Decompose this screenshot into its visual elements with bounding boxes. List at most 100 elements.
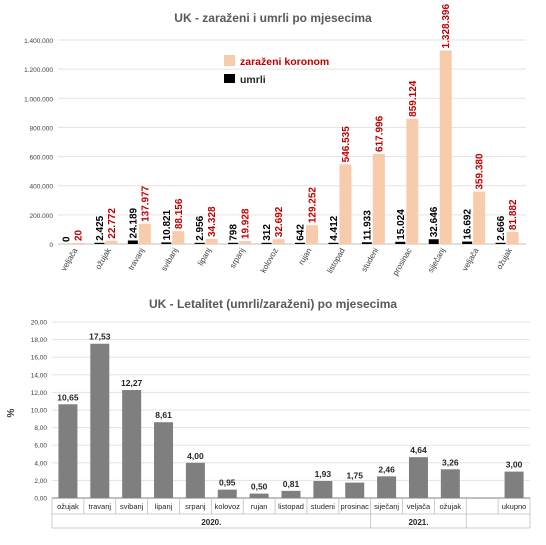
infected-bar: [506, 232, 519, 244]
fatality-bar: [504, 471, 524, 498]
deaths-bar: [462, 241, 473, 244]
infected-bar: [406, 118, 419, 244]
x-category-label: veljača: [460, 246, 481, 273]
x-category-label: ožujak: [495, 246, 515, 271]
x-category-label: listopad: [325, 247, 347, 275]
x-category-label: ožujak: [57, 502, 79, 511]
year-group-label: 2020.: [201, 518, 221, 527]
y-tick-label: 600.000: [30, 155, 54, 162]
infected-bar: [239, 241, 252, 244]
fatality-bar: [345, 482, 365, 498]
infected-bar: [172, 231, 185, 244]
fatality-value-label: 0,50: [251, 482, 268, 492]
deaths-value-label: 312: [262, 224, 273, 241]
deaths-value-label: 2.425: [95, 215, 106, 240]
deaths-bar: [295, 242, 305, 244]
x-category-label: listopad: [278, 502, 304, 511]
infected-value-label: 88.156: [174, 198, 185, 229]
fatality-value-label: 4,64: [410, 445, 427, 455]
fatality-bar: [122, 390, 142, 498]
infected-value-label: 129.252: [308, 187, 319, 224]
x-category-label: lipanj: [155, 502, 173, 511]
x-category-label: siječanj: [426, 246, 447, 274]
fatality-bar: [249, 493, 269, 498]
fatality-bar: [58, 404, 78, 498]
y-tick-label: 10,00: [31, 408, 48, 415]
y-tick-label: 18,00: [31, 337, 48, 344]
x-category-label: ožujak: [94, 246, 114, 271]
deaths-value-label: 11.933: [362, 210, 373, 240]
infected-bar: [205, 238, 218, 244]
infected-value-label: 34.328: [207, 206, 218, 237]
fatality-bar: [408, 457, 428, 498]
year-group-label: 2021.: [408, 518, 428, 527]
fatality-rate-chart: UK - Letalitet (umrli/zaraženi) po mjese…: [6, 297, 531, 529]
chart1-title: UK - zaraženi i umrli po mjesecima: [174, 11, 372, 25]
deaths-value-label: 642: [296, 224, 307, 241]
infected-value-label: 546.535: [341, 126, 352, 163]
y-tick-label: 20,00: [31, 320, 48, 327]
x-category-label: veljača: [407, 502, 431, 511]
infected-bar: [339, 164, 352, 244]
deaths-value-label: 4.412: [329, 215, 340, 240]
infected-bar: [272, 239, 285, 244]
infected-value-label: 1.328.396: [441, 4, 452, 49]
infected-value-label: 32.692: [274, 206, 285, 237]
x-category-label: travanj: [89, 502, 112, 511]
x-category-label: svibanj: [120, 502, 144, 511]
y-tick-label: 1.200.000: [24, 67, 53, 74]
chart2-title: UK - Letalitet (umrli/zaraženi) po mjese…: [149, 297, 397, 311]
fatality-value-label: 2,46: [378, 464, 395, 474]
y-tick-label: 1.000.000: [24, 96, 53, 103]
y-tick-label: 400.000: [30, 184, 54, 191]
fatality-bar: [185, 462, 205, 498]
deaths-value-label: 15.024: [396, 209, 407, 240]
x-category-label: prosinac: [391, 247, 414, 278]
fatality-bar: [217, 489, 237, 498]
chart2-ylabel: %: [6, 408, 17, 417]
x-category-label: kolovoz: [259, 247, 280, 275]
y-tick-label: 0,00: [34, 496, 47, 503]
fatality-value-label: 1,75: [346, 471, 363, 481]
fatality-bar: [281, 490, 301, 498]
fatality-value-label: 4,00: [187, 451, 204, 461]
fatality-value-label: 17,53: [89, 332, 111, 342]
fatality-bar: [154, 422, 174, 498]
deaths-value-label: 0: [62, 236, 73, 242]
infected-bar: [372, 153, 385, 244]
legend-swatch-deaths: [224, 74, 235, 83]
fatality-bar: [440, 469, 460, 498]
infected-value-label: 19.928: [241, 208, 252, 239]
fatality-bar: [377, 476, 397, 498]
x-category-label: prosinac: [341, 502, 370, 511]
y-tick-label: 0: [49, 242, 53, 249]
fatality-value-label: 0,81: [283, 479, 300, 489]
deaths-bar: [228, 242, 239, 244]
infected-bar: [473, 191, 486, 244]
fatality-value-label: 1,93: [315, 469, 332, 479]
deaths-value-label: 2.956: [195, 215, 206, 240]
infected-bar: [72, 243, 84, 244]
deaths-bar: [261, 242, 272, 244]
x-category-label: travanj: [127, 246, 147, 271]
fatality-value-label: 10,65: [57, 392, 79, 402]
fatality-value-label: 8,61: [155, 410, 172, 420]
x-category-label: veljača: [59, 246, 80, 273]
deaths-bar: [428, 239, 439, 244]
infected-value-label: 81.882: [508, 199, 519, 230]
x-category-label: ožujak: [439, 502, 461, 511]
infected-bar: [138, 223, 151, 244]
infected-bar: [105, 240, 118, 244]
deaths-bar: [194, 242, 205, 244]
y-tick-label: 4,00: [34, 460, 47, 467]
deaths-bar: [161, 242, 172, 244]
y-tick-label: 2,00: [34, 478, 47, 485]
fatality-value-label: 3,26: [442, 457, 459, 467]
x-category-label: srpanj: [228, 246, 247, 270]
y-tick-label: 200.000: [30, 213, 54, 220]
infected-value-label: 22.772: [107, 208, 118, 239]
deaths-value-label: 798: [229, 224, 240, 241]
infected-bar: [439, 50, 452, 244]
infected-value-label: 359.380: [475, 153, 486, 190]
